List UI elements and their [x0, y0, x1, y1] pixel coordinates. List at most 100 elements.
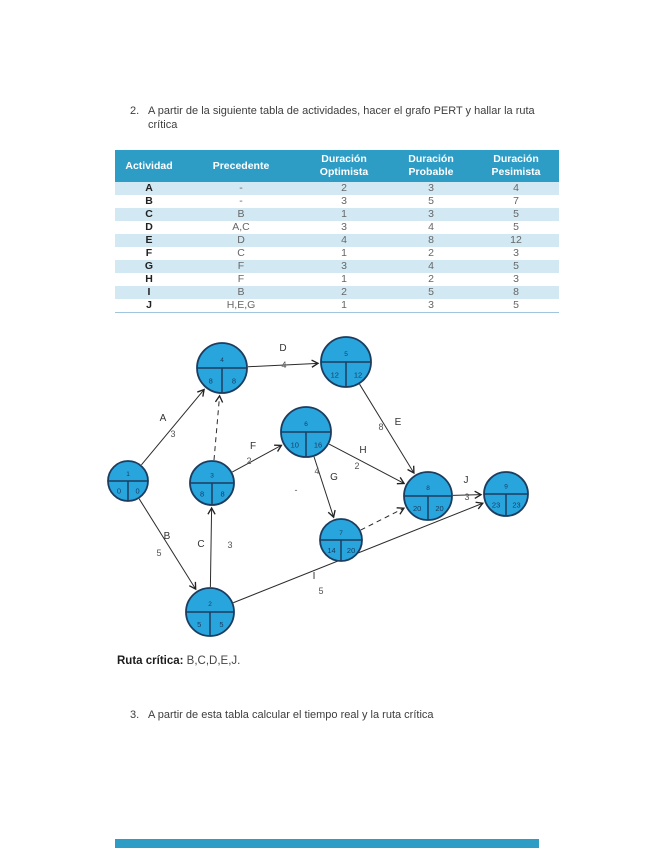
table-cell: 1: [299, 208, 389, 221]
edge-duration-E: 8: [378, 422, 383, 432]
cell-actividad: B: [145, 195, 153, 207]
edge-label-C: C: [197, 539, 204, 550]
table-cell: 3: [299, 260, 389, 273]
edge-label-A: A: [160, 413, 167, 424]
table-cell: B: [183, 286, 299, 299]
edge-label-D: D: [279, 343, 286, 354]
cell-actividad: H: [145, 273, 153, 285]
table-header-cell: Duración Pesimista: [473, 150, 559, 182]
table-cell: 2: [299, 286, 389, 299]
edge-duration-C: 3: [227, 540, 232, 550]
node-id: 6: [304, 421, 308, 428]
table-cell: 4: [299, 234, 389, 247]
activities-table: Actividad Precedente Duración Optimista Dur…: [115, 150, 559, 313]
table-cell: B: [183, 208, 299, 221]
activity-edge-D: [247, 359, 320, 368]
pert-node-7: 7 14 20: [319, 518, 363, 562]
table-cell: 8: [473, 286, 559, 299]
edge-label-B: B: [164, 531, 171, 542]
table-cell: 5: [389, 286, 473, 299]
table-cell: 2: [428, 273, 434, 285]
edge-duration-H: 2: [354, 461, 359, 471]
cell-actividad: J: [146, 299, 152, 311]
next-table-header-strip: [115, 839, 539, 848]
edge-duration-D: 4: [281, 360, 286, 370]
node-early-time: 0: [117, 486, 121, 495]
edge-label-E: E: [395, 417, 402, 428]
table-cell: C: [237, 247, 245, 259]
table-cell: F: [183, 260, 299, 273]
table-cell: -: [239, 195, 243, 207]
edge-duration-F: 2: [246, 456, 251, 466]
node-late-time: 12: [354, 371, 362, 380]
table-header-cell: Duración Probable: [389, 150, 473, 182]
activity-edge-C: [207, 506, 216, 588]
activities-table-body: A -2 3 4 B -3 5 7 C B 1 3 5 D A,C 3 4 5 E D 4 8 12 F C 1 2 3 G F 3 4 5 H F…: [115, 182, 559, 313]
table-row: D A,C 3 4 5: [115, 221, 559, 234]
table-header-row: Actividad Precedente Duración Optimista Dur…: [115, 150, 559, 182]
table-header-cell: Actividad: [115, 150, 183, 182]
exercise-2-text: A partir de la siguiente tabla de activi…: [148, 105, 535, 131]
node-id: 7: [339, 530, 343, 537]
pert-node-2: 2 5 5: [185, 587, 235, 637]
table-cell: 3: [389, 208, 473, 221]
critical-path-label: Ruta crítica:: [117, 655, 184, 667]
edge-label-H: H: [359, 445, 366, 456]
node-late-time: 23: [512, 501, 520, 510]
table-cell: H,E,G: [226, 299, 256, 311]
table-row: H F 1 2 3: [115, 273, 559, 286]
exercise-3-text: A partir de esta tabla calcular el tiemp…: [148, 709, 434, 721]
node-late-time: 8: [232, 377, 236, 386]
table-cell: 12: [473, 234, 559, 247]
table-cell: 4: [428, 221, 434, 233]
pert-node-1: 1 0 0: [107, 460, 149, 502]
table-cell: 2: [299, 182, 389, 195]
edge-duration-G: 4: [314, 466, 319, 476]
exercise-2-number: 2.: [130, 105, 140, 117]
critical-path-line: Ruta crítica: B,C,D,E,J.: [117, 655, 240, 667]
table-cell: 7: [513, 195, 519, 207]
pert-node-4: 4 8 8: [196, 342, 248, 394]
cell-actividad: A: [115, 182, 183, 195]
table-cell: A,C: [232, 221, 250, 233]
activities-table-head: Actividad Precedente Duración Optimista Dur…: [115, 150, 559, 182]
cell-actividad: C: [115, 208, 183, 221]
activity-edge-H: [328, 443, 406, 485]
table-cell: 5: [428, 195, 434, 207]
activity-edge-F: [231, 444, 283, 473]
table-cell: 3: [341, 195, 347, 207]
table-cell: 3: [341, 221, 347, 233]
node-late-time: 8: [220, 490, 224, 499]
table-cell: 5: [473, 208, 559, 221]
node-id: 4: [220, 357, 224, 364]
edge-duration-A: 3: [170, 429, 175, 439]
node-early-time: 5: [197, 620, 201, 629]
table-cell: 5: [513, 299, 519, 311]
node-id: 2: [208, 601, 212, 608]
edge-duration-I: 5: [318, 586, 323, 596]
node-late-time: 5: [219, 620, 223, 629]
node-id: 9: [504, 484, 508, 491]
node-late-time: 0: [136, 486, 140, 495]
node-id: 5: [344, 351, 348, 358]
node-early-time: 12: [331, 371, 339, 380]
edge-label-I: I: [313, 571, 316, 582]
exercise-3: 3. A partir de esta tabla calcular el ti…: [130, 708, 550, 722]
node-early-time: 8: [200, 490, 204, 499]
table-cell: 1: [341, 247, 347, 259]
table-cell: 8: [389, 234, 473, 247]
node-early-time: 14: [327, 546, 335, 555]
table-row: F C 1 2 3: [115, 247, 559, 260]
edge-label-F: F: [250, 441, 256, 452]
edge-label-G: G: [330, 472, 338, 483]
cell-actividad: F: [145, 247, 153, 259]
cell-actividad: I: [115, 286, 183, 299]
activity-edge-B: [138, 498, 197, 591]
